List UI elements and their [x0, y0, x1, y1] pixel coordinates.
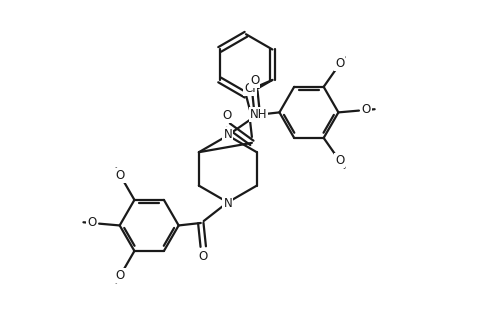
Text: N: N — [223, 197, 232, 210]
Text: O: O — [116, 169, 125, 182]
Text: O: O — [116, 269, 125, 282]
Text: Cl: Cl — [244, 82, 256, 95]
Text: NH: NH — [250, 108, 268, 121]
Text: O: O — [199, 250, 208, 263]
Text: O: O — [222, 109, 231, 122]
Text: O: O — [362, 103, 371, 116]
Text: N: N — [223, 128, 232, 141]
Text: O: O — [335, 154, 344, 167]
Text: O: O — [335, 57, 344, 71]
Text: O: O — [87, 216, 96, 230]
Text: O: O — [250, 74, 259, 88]
